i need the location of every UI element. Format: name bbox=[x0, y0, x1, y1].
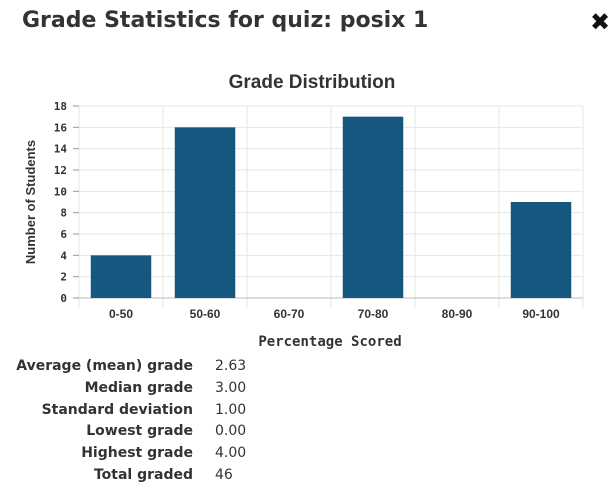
bar-90-100 bbox=[510, 202, 572, 298]
x-tick-label: 60-70 bbox=[274, 307, 305, 321]
y-tick-label: 12 bbox=[54, 164, 67, 177]
stat-label: Average (mean) grade bbox=[16, 358, 193, 374]
x-tick-label: 50-60 bbox=[190, 307, 221, 321]
x-axis-label: Percentage Scored bbox=[258, 334, 401, 350]
y-tick-label: 18 bbox=[54, 100, 67, 113]
stat-row: Standard deviation 1.00 bbox=[0, 400, 247, 422]
y-tick-label: 4 bbox=[60, 249, 67, 262]
stat-label: Median grade bbox=[84, 379, 193, 396]
stat-label: Lowest grade bbox=[86, 423, 193, 440]
stat-value: 2.63 bbox=[215, 358, 247, 374]
stat-row: Lowest grade 0.00 bbox=[0, 421, 246, 443]
grade-statistics-table: Average (mean) grade 2.63 Median grade 3.00… bbox=[0, 356, 246, 487]
stat-row: Total graded 46 bbox=[0, 465, 246, 487]
stat-value: 4.00 bbox=[215, 445, 247, 462]
stat-value: 0.00 bbox=[215, 423, 247, 440]
stat-row: Highest grade 4.00 bbox=[0, 443, 246, 465]
stat-label: Total graded bbox=[93, 466, 193, 483]
stat-value: 1.00 bbox=[215, 401, 247, 418]
y-tick-label: 10 bbox=[54, 185, 67, 198]
stat-row: Average (mean) grade 2.63 bbox=[0, 356, 246, 378]
chart-bars bbox=[90, 116, 572, 299]
dialog-title: Grade Statistics for quiz: posix 1 bbox=[22, 8, 429, 33]
bar-0-50 bbox=[90, 255, 152, 298]
close-icon[interactable]: ✖ bbox=[590, 8, 608, 36]
stat-value: 46 bbox=[215, 466, 233, 483]
y-axis-label: Number of Students bbox=[23, 140, 38, 264]
chart-gridlines bbox=[78, 105, 584, 308]
y-tick-label: 14 bbox=[54, 143, 68, 156]
y-tick-label: 16 bbox=[54, 121, 68, 134]
chart-title: Grade Distribution bbox=[229, 72, 396, 93]
bar-70-80 bbox=[342, 116, 404, 299]
y-axis-ticks: 0 2 4 6 8 10 12 14 16 18 bbox=[54, 100, 79, 305]
x-axis-ticks: 0-50 50-60 60-70 70-80 80-90 90-100 bbox=[109, 307, 560, 321]
y-tick-label: 6 bbox=[60, 228, 67, 241]
stat-value: 3.00 bbox=[215, 379, 247, 396]
bar-50-60 bbox=[174, 127, 236, 298]
stat-label: Standard deviation bbox=[41, 401, 193, 418]
x-tick-label: 70-80 bbox=[358, 307, 389, 321]
x-tick-label: 0-50 bbox=[109, 307, 133, 321]
y-tick-label: 8 bbox=[60, 207, 67, 220]
x-tick-label: 90-100 bbox=[522, 307, 560, 321]
stat-row: Median grade 3.00 bbox=[0, 378, 247, 400]
y-tick-label: 0 bbox=[60, 292, 67, 305]
x-tick-label: 80-90 bbox=[442, 307, 473, 321]
stat-label: Highest grade bbox=[81, 445, 193, 462]
y-tick-label: 2 bbox=[60, 271, 67, 284]
grade-distribution-chart: Grade Distribution 0 2 4 6 8 10 12 14 16 18 0-50 5… bbox=[23, 72, 584, 350]
